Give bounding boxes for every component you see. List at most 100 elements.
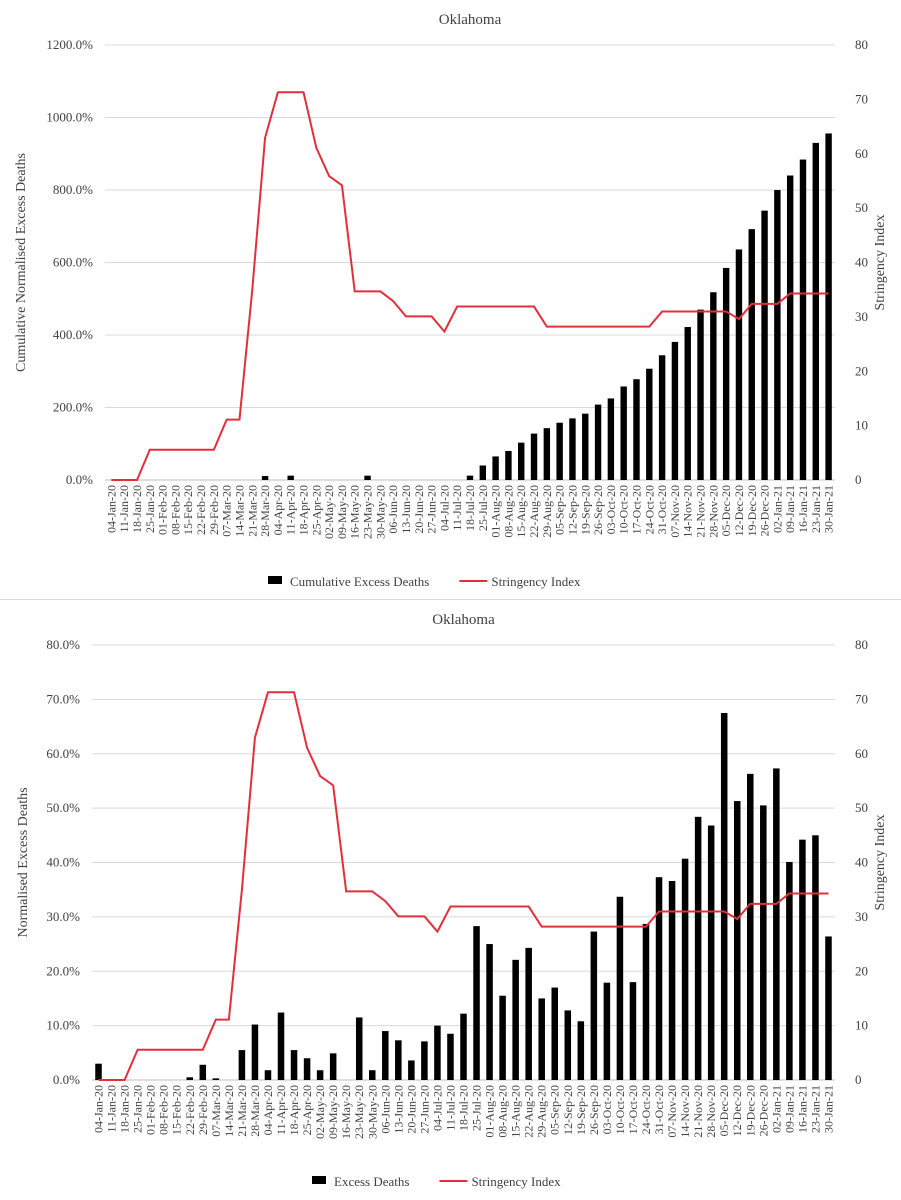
bar (773, 768, 780, 1080)
bar (697, 309, 704, 480)
x-tick-label: 18-Apr-20 (297, 485, 311, 535)
y2-tick-label: 50 (855, 200, 868, 215)
x-tick-label: 04-Apr-20 (261, 1085, 275, 1135)
x-tick-label: 25-Apr-20 (300, 1085, 314, 1135)
bar (486, 944, 493, 1080)
x-tick-label: 02-Jan-21 (769, 1085, 783, 1133)
bar (577, 1021, 585, 1080)
x-tick-label: 18-Apr-20 (287, 1085, 301, 1135)
x-tick-label: 17-Oct-20 (626, 1085, 640, 1134)
bar (505, 451, 512, 480)
x-tick-label: 16-Jan-21 (795, 1085, 809, 1133)
bar (466, 475, 474, 480)
y2-tick-label: 0 (855, 472, 862, 487)
bar (786, 175, 794, 480)
y2-tick-label: 10 (855, 1018, 868, 1033)
bar (720, 712, 728, 1080)
bar (408, 1060, 415, 1080)
bar (551, 987, 559, 1080)
x-tick-label: 06-Jun-20 (378, 1085, 392, 1134)
bar (264, 1070, 272, 1080)
bar (748, 229, 755, 480)
x-tick-label: 11-Jul-20 (443, 1085, 457, 1131)
x-tick-label: 01-Feb-20 (156, 485, 170, 535)
x-tick-label: 14-Nov-20 (678, 1085, 692, 1138)
chart: Oklahoma0.0%200.0%400.0%600.0%800.0%1000… (0, 12, 901, 600)
y2-tick-label: 20 (855, 963, 868, 978)
bar (564, 1010, 572, 1080)
x-tick-label: 09-May-20 (326, 1085, 340, 1139)
x-tick-label: 22-Feb-20 (183, 1085, 197, 1135)
bar (316, 1070, 324, 1080)
x-tick-label: 11-Jul-20 (450, 485, 464, 531)
x-tick-label: 23-May-20 (361, 485, 375, 539)
bar (733, 801, 741, 1080)
x-tick-label: 04-Jan-20 (92, 1085, 106, 1133)
x-tick-label: 31-Oct-20 (655, 485, 669, 534)
x-tick-label: 22-Aug-20 (522, 1085, 536, 1138)
bar (607, 398, 615, 480)
legend-label: Cumulative Excess Deaths (290, 574, 429, 589)
bar (212, 1078, 220, 1080)
y2-axis-title: Stringency Index (873, 814, 888, 910)
bar (812, 835, 819, 1080)
x-tick-label: 26-Sep-20 (587, 1085, 601, 1135)
y-tick-label: 10.0% (46, 1018, 80, 1033)
x-tick-label: 26-Dec-20 (756, 1085, 770, 1136)
bar (238, 1050, 246, 1080)
bar (364, 475, 371, 480)
bar (633, 379, 640, 480)
x-tick-label: 26-Dec-20 (758, 485, 772, 536)
x-tick-label: 20-Jun-20 (404, 1085, 418, 1134)
x-tick-label: 16-Jan-21 (796, 485, 810, 533)
x-tick-label: 16-May-20 (348, 485, 362, 539)
bar (290, 1050, 298, 1080)
x-tick-label: 11-Apr-20 (274, 1085, 288, 1135)
x-tick-label: 14-Mar-20 (222, 1085, 236, 1137)
bar (658, 355, 666, 480)
y2-tick-label: 50 (855, 800, 868, 815)
x-tick-label: 12-Dec-20 (730, 1085, 744, 1136)
bar (722, 267, 730, 480)
chart-title: Oklahoma (439, 12, 502, 28)
x-tick-label: 04-Apr-20 (271, 485, 285, 535)
x-tick-label: 30-Jan-21 (822, 485, 836, 533)
bar (799, 159, 807, 481)
y-tick-label: 80.0% (46, 637, 80, 652)
x-tick-label: 18-Jan-20 (130, 485, 144, 533)
bar (303, 1058, 311, 1080)
x-tick-label: 07-Nov-20 (665, 1085, 679, 1138)
bar (616, 896, 624, 1080)
x-tick-label: 21-Nov-20 (691, 1085, 705, 1138)
y2-tick-label: 30 (855, 309, 868, 324)
y-tick-label: 1200.0% (46, 37, 93, 52)
x-tick-label: 09-Jan-21 (783, 485, 797, 533)
y2-tick-label: 80 (855, 37, 868, 52)
line (98, 691, 829, 1081)
legend-label: Stringency Index (471, 1174, 561, 1189)
bar (499, 995, 506, 1080)
bar (747, 773, 754, 1080)
x-tick-label: 10-Oct-20 (617, 485, 631, 534)
y-tick-label: 0.0% (53, 1072, 80, 1087)
x-tick-label: 12-Sep-20 (565, 485, 579, 535)
x-tick-label: 04-Jul-20 (430, 1085, 444, 1131)
y-tick-label: 70.0% (46, 691, 80, 706)
bar (95, 1063, 102, 1080)
y-tick-label: 20.0% (46, 963, 80, 978)
bar (812, 142, 819, 480)
y-tick-label: 600.0% (53, 255, 93, 270)
y2-tick-label: 20 (855, 363, 868, 378)
x-tick-label: 17-Oct-20 (629, 485, 643, 534)
bar (684, 327, 691, 480)
bar (277, 1012, 285, 1080)
x-tick-label: 25-Jan-20 (131, 1085, 145, 1133)
x-tick-label: 21-Mar-20 (235, 1085, 249, 1137)
x-tick-label: 21-Mar-20 (245, 485, 259, 537)
bar (620, 386, 627, 480)
x-tick-label: 20-Jun-20 (412, 485, 426, 534)
x-tick-label: 15-Aug-20 (514, 485, 528, 538)
x-tick-label: 11-Apr-20 (284, 485, 298, 535)
x-tick-label: 19-Dec-20 (743, 1085, 757, 1136)
